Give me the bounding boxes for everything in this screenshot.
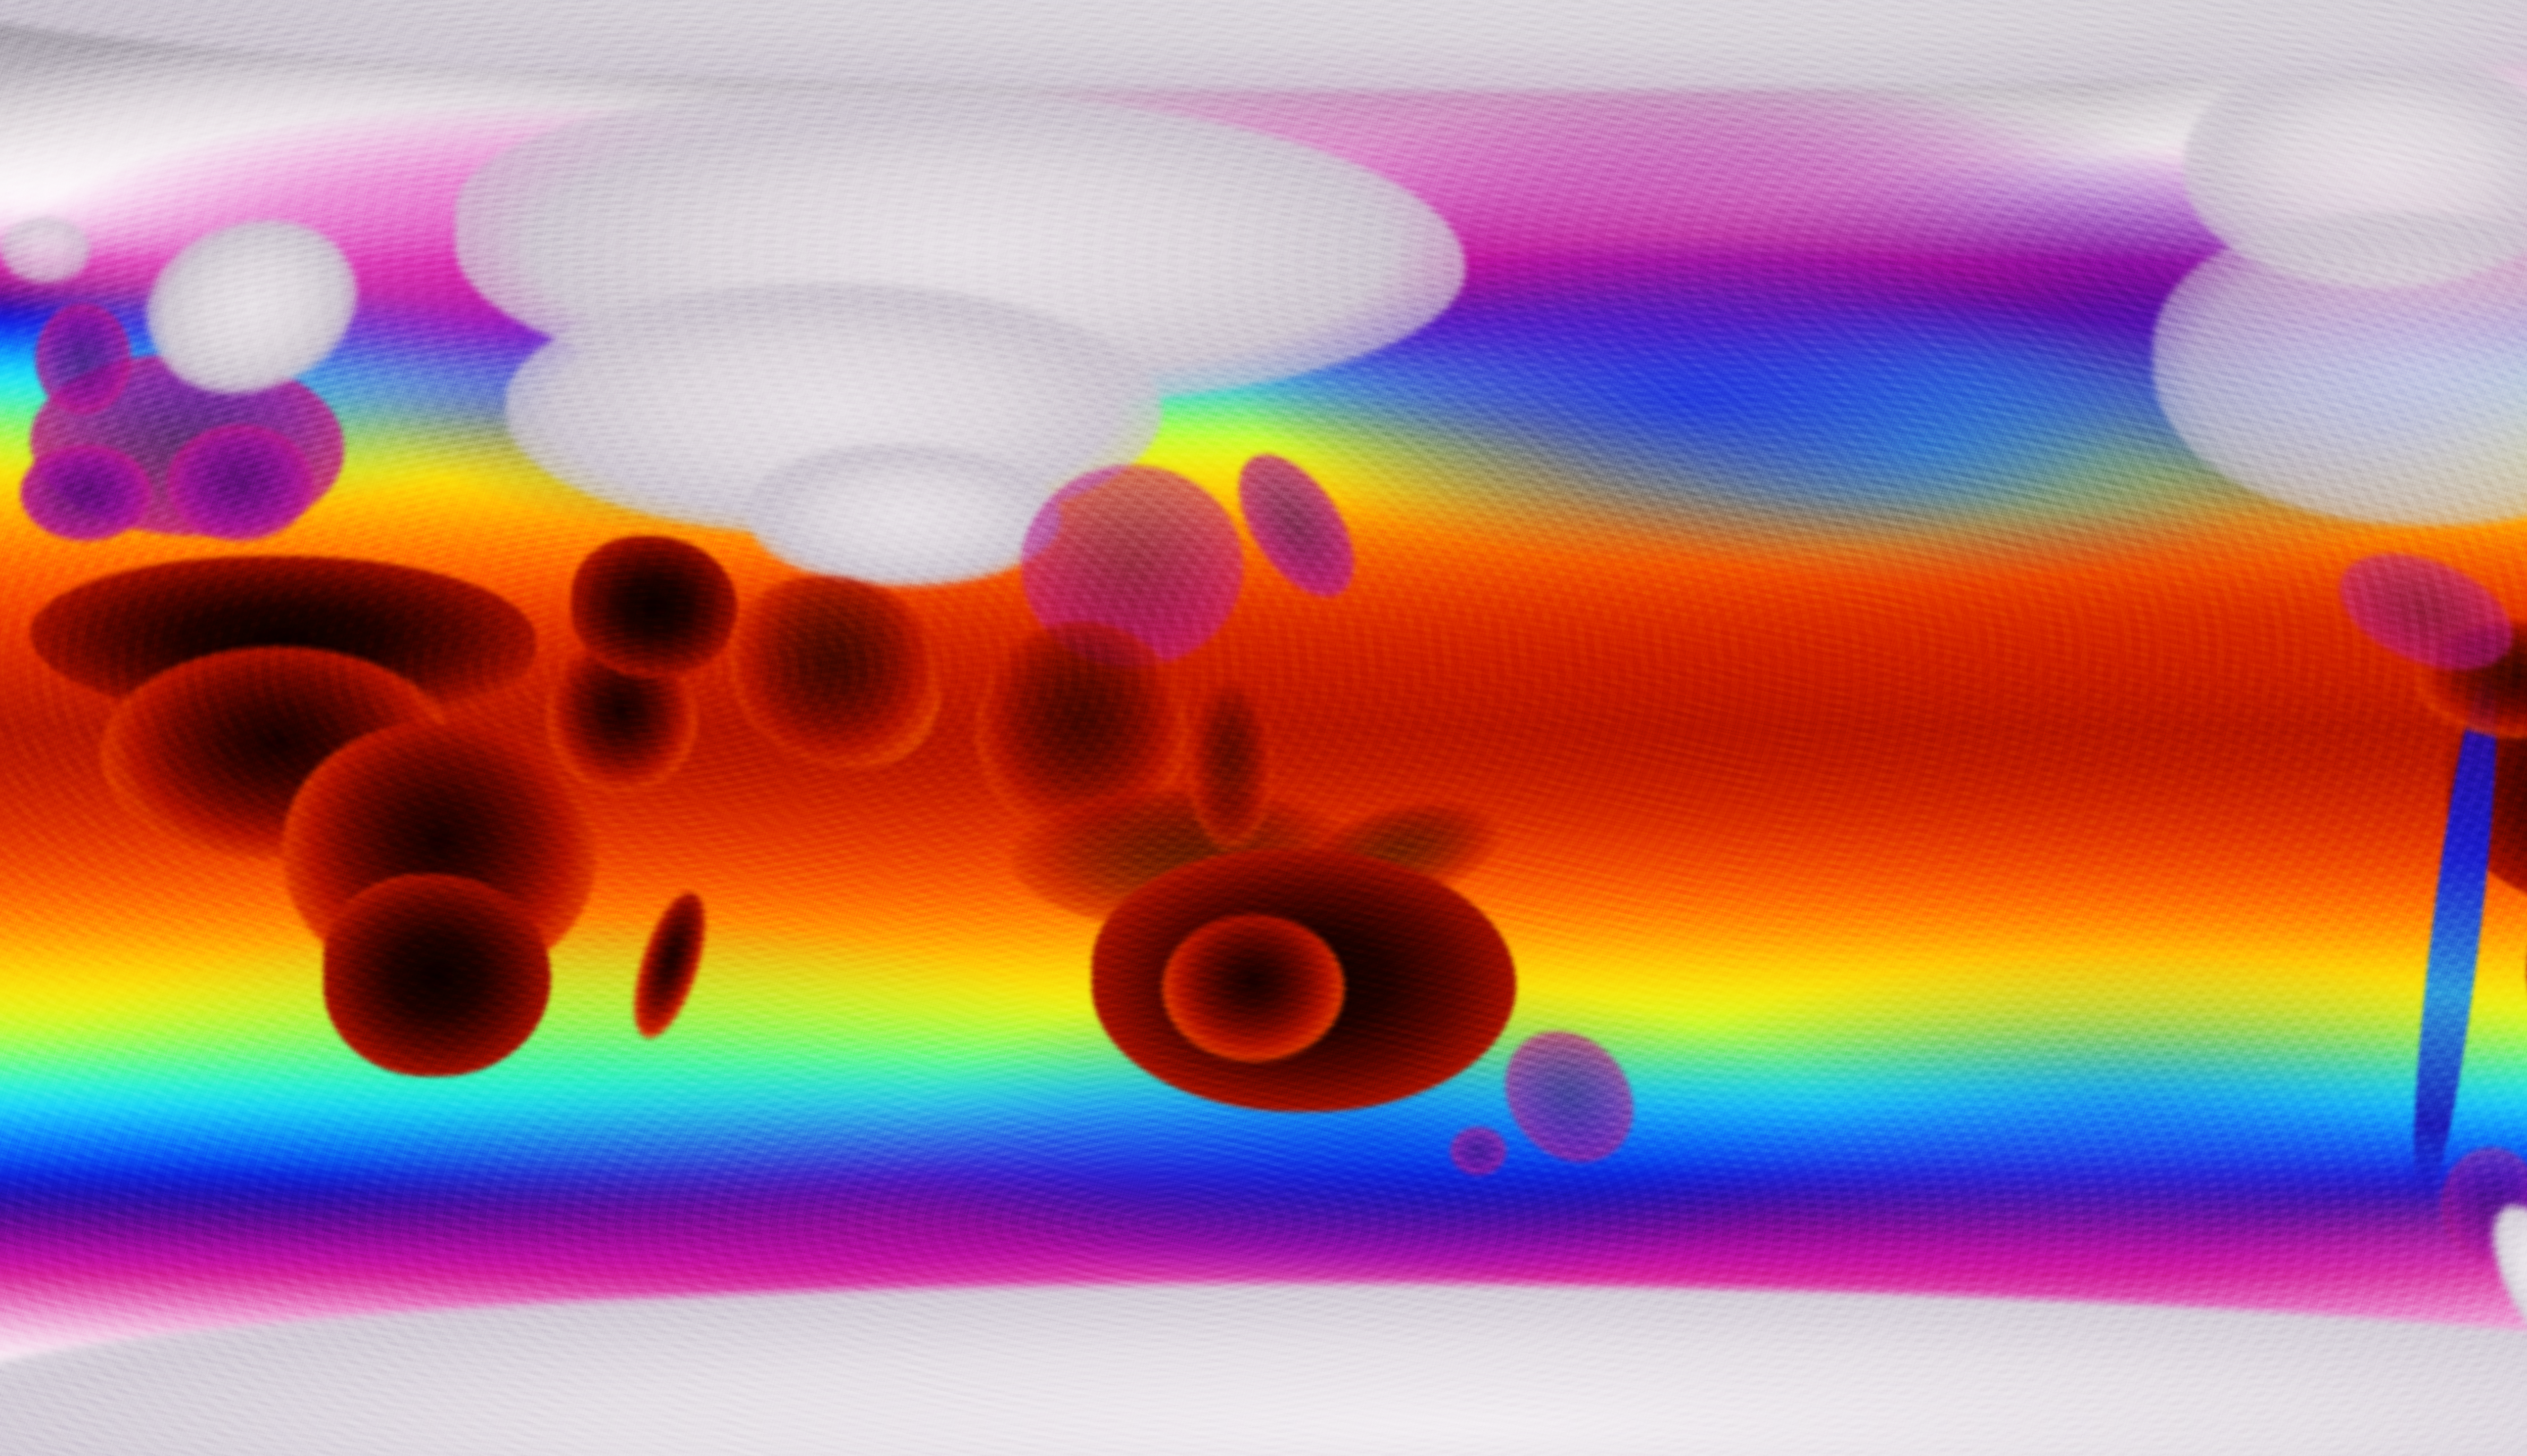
temperature-map-canvas — [0, 0, 2527, 1456]
vignette-overlay — [0, 0, 2527, 1456]
